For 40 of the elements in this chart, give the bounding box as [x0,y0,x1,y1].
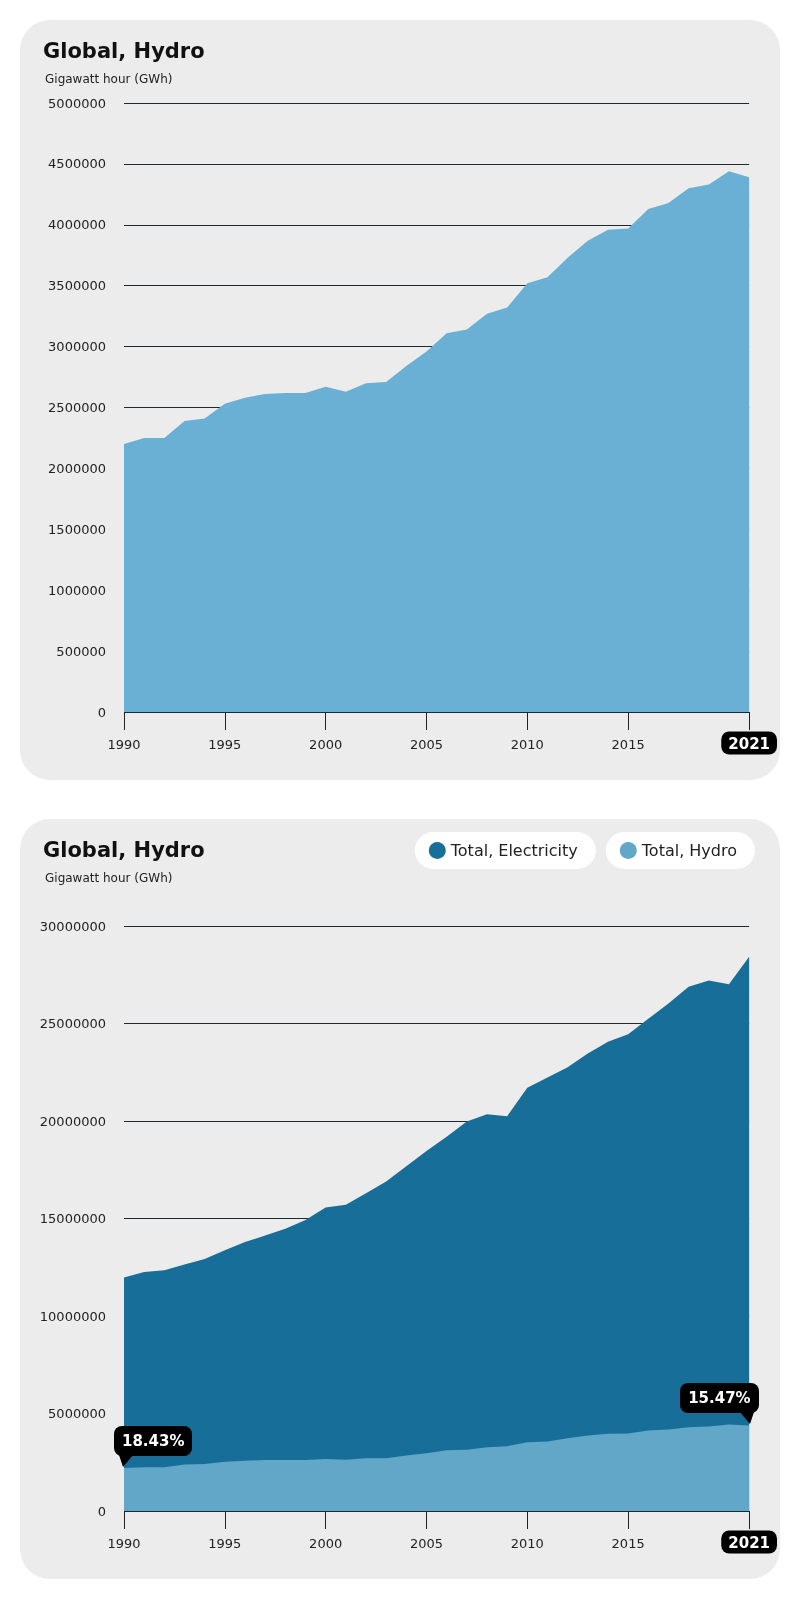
y-tick-label: 5000000 [48,95,106,111]
y-tick-label: 25000000 [39,1016,106,1031]
x-tick-label: 1990 [107,1535,141,1551]
legend-label: Total, Electricity [449,841,578,860]
y-axis-title: Gigawatt hour (GWh) [45,72,173,86]
y-tick-label: 4500000 [48,156,106,172]
legend-label: Total, Hydro [640,841,738,860]
y-axis-title: Gigawatt hour (GWh) [45,871,173,885]
chart-title: Global, Hydro [43,837,205,862]
x-tick-label: 1995 [208,736,242,752]
x-tick-label: 2005 [409,736,444,752]
x-tick-label: 2015 [611,736,645,752]
x-tick-label: 1990 [107,736,141,752]
y-tick-label: 500000 [56,643,106,659]
x-tick-label: 2000 [309,736,343,752]
x-tick-label: 1995 [208,1535,242,1551]
annotation: 15.47% [680,1383,759,1414]
y-tick-label: 2000000 [48,460,106,476]
chart-title: Global, Hydro [43,38,205,63]
y-tick-label: 0 [97,1503,106,1519]
x-tick-label: 2021 [728,1534,770,1552]
y-tick-label: 30000000 [39,918,106,934]
y-tick-label: 3500000 [48,278,106,294]
y-tick-label: 0 [97,704,106,720]
y-tick-label: 2500000 [48,400,106,415]
y-tick-label: 1000000 [48,582,106,598]
annotation: 18.43% [114,1426,193,1457]
y-tick-label: 10000000 [39,1308,106,1324]
y-tick-label: 15000000 [39,1211,106,1226]
x-tick-label: 2010 [510,736,544,752]
x-tick-label: 2000 [309,1535,343,1551]
y-tick-label: 3000000 [48,339,106,355]
y-tick-label: 4000000 [48,217,106,233]
x-tick-label: 2015 [611,1535,645,1551]
y-tick-label: 1500000 [48,521,106,537]
x-tick-label: 2005 [409,1535,444,1551]
y-tick-label: 20000000 [39,1113,106,1129]
x-tick-label: 2010 [510,1535,544,1551]
y-tick-label: 5000000 [48,1406,106,1421]
x-tick-label: 2021 [728,735,770,753]
